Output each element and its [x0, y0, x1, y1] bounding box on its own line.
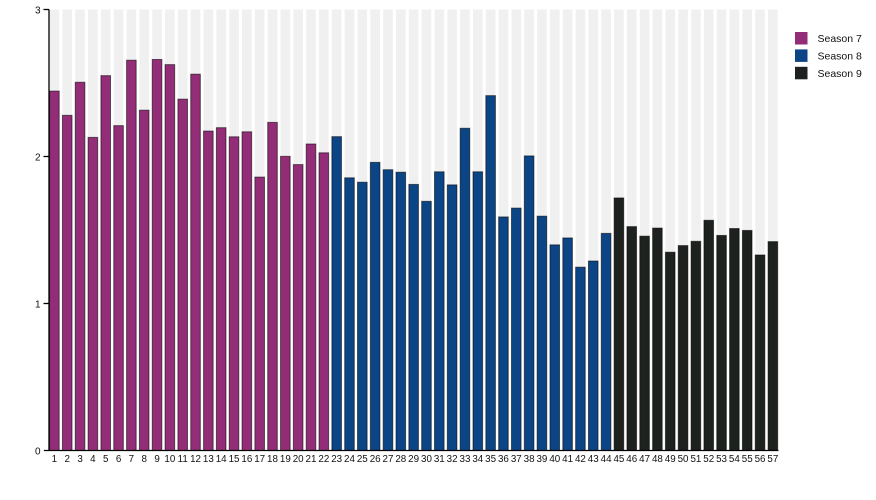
svg-text:2: 2 [65, 454, 70, 465]
svg-text:49: 49 [665, 454, 676, 465]
svg-text:15: 15 [229, 454, 240, 465]
svg-text:1: 1 [35, 299, 41, 310]
svg-text:6: 6 [116, 454, 122, 465]
svg-text:Season 7: Season 7 [818, 33, 863, 45]
svg-text:9: 9 [154, 454, 159, 465]
svg-text:23: 23 [331, 454, 342, 465]
svg-text:Season 9: Season 9 [818, 68, 863, 80]
svg-text:2: 2 [35, 152, 41, 163]
svg-text:0: 0 [35, 446, 41, 457]
svg-text:3: 3 [77, 454, 83, 465]
svg-text:3: 3 [35, 5, 41, 16]
svg-text:32: 32 [447, 454, 458, 465]
svg-text:52: 52 [703, 454, 714, 465]
svg-text:12: 12 [190, 454, 201, 465]
svg-text:24: 24 [344, 454, 355, 465]
svg-text:36: 36 [498, 454, 509, 465]
svg-text:14: 14 [216, 454, 227, 465]
svg-text:45: 45 [613, 454, 624, 465]
svg-text:31: 31 [434, 454, 445, 465]
svg-text:42: 42 [575, 454, 586, 465]
svg-text:29: 29 [408, 454, 419, 465]
svg-text:34: 34 [472, 454, 483, 465]
svg-text:10: 10 [164, 454, 175, 465]
svg-text:4: 4 [90, 454, 96, 465]
svg-text:57: 57 [767, 454, 778, 465]
svg-text:41: 41 [562, 454, 573, 465]
svg-text:37: 37 [511, 454, 522, 465]
svg-text:44: 44 [601, 454, 612, 465]
svg-text:56: 56 [755, 454, 766, 465]
svg-text:53: 53 [716, 454, 727, 465]
svg-text:Season 8: Season 8 [818, 51, 863, 63]
svg-text:13: 13 [203, 454, 214, 465]
svg-text:25: 25 [357, 454, 368, 465]
svg-text:46: 46 [626, 454, 637, 465]
svg-text:48: 48 [652, 454, 663, 465]
svg-text:30: 30 [421, 454, 432, 465]
svg-text:51: 51 [690, 454, 701, 465]
svg-text:50: 50 [678, 454, 689, 465]
svg-text:27: 27 [383, 454, 394, 465]
svg-text:5: 5 [103, 454, 109, 465]
svg-text:17: 17 [254, 454, 265, 465]
svg-text:39: 39 [536, 454, 547, 465]
svg-text:47: 47 [639, 454, 650, 465]
svg-text:19: 19 [280, 454, 291, 465]
svg-text:11: 11 [178, 454, 188, 465]
svg-text:21: 21 [306, 454, 317, 465]
svg-text:26: 26 [370, 454, 381, 465]
svg-text:20: 20 [293, 454, 304, 465]
svg-text:16: 16 [241, 454, 252, 465]
svg-text:38: 38 [524, 454, 535, 465]
svg-text:28: 28 [395, 454, 406, 465]
svg-text:1: 1 [52, 454, 57, 465]
svg-text:7: 7 [129, 454, 134, 465]
svg-text:54: 54 [729, 454, 740, 465]
svg-text:40: 40 [549, 454, 560, 465]
svg-text:18: 18 [267, 454, 278, 465]
svg-text:8: 8 [141, 454, 147, 465]
svg-text:35: 35 [485, 454, 496, 465]
svg-text:33: 33 [460, 454, 471, 465]
svg-text:43: 43 [588, 454, 599, 465]
svg-text:22: 22 [318, 454, 329, 465]
svg-text:55: 55 [742, 454, 753, 465]
